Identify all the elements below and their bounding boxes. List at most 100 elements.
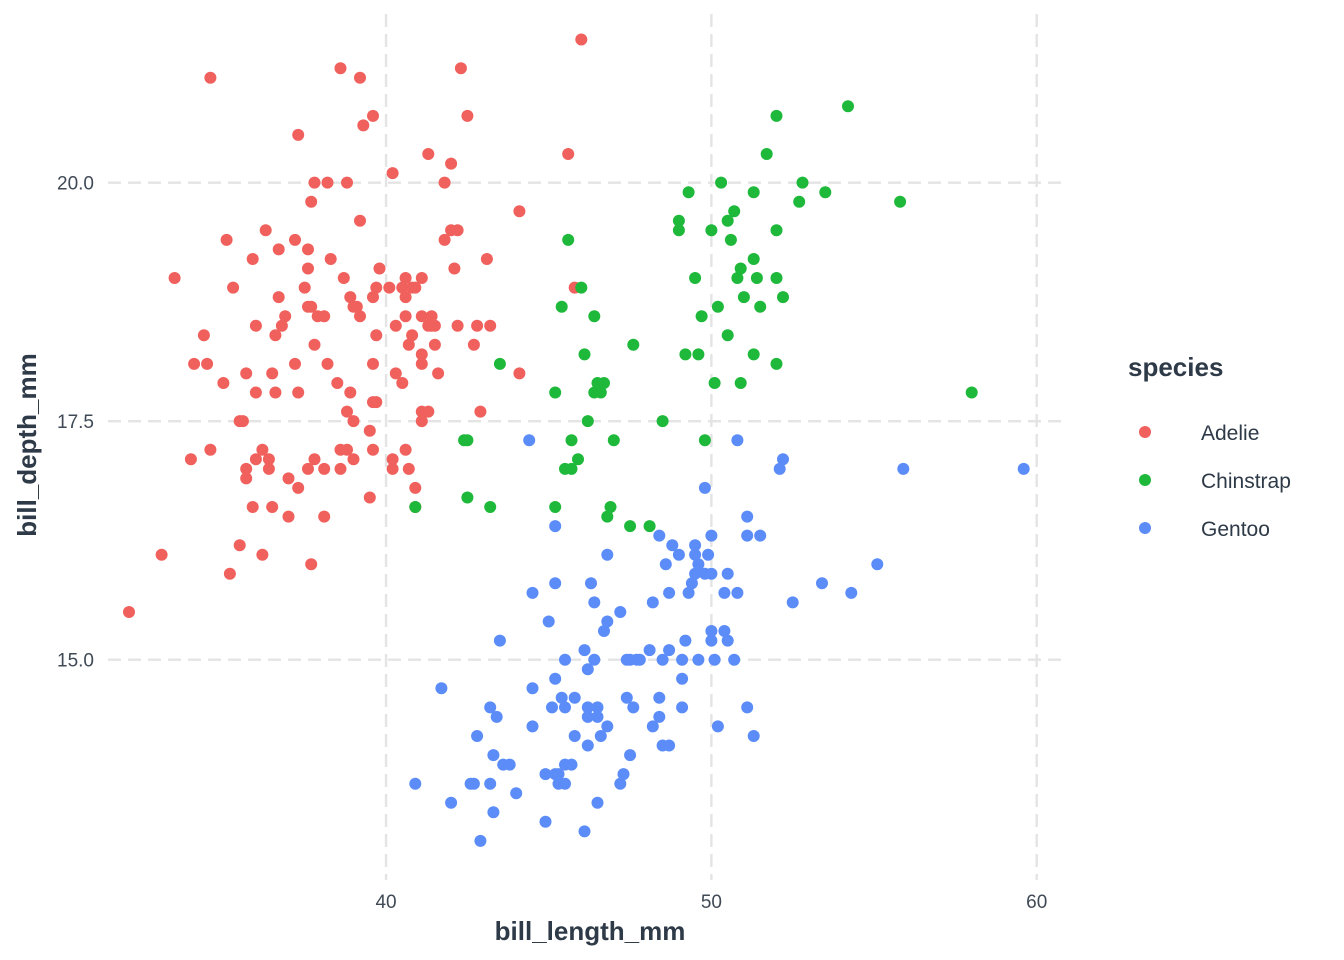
data-point-gentoo xyxy=(702,548,715,561)
data-point-adelie xyxy=(350,300,363,313)
data-point-gentoo xyxy=(445,796,458,809)
data-point-adelie xyxy=(344,291,357,304)
data-point-adelie xyxy=(347,453,360,466)
legend-item-gentoo: Gentoo xyxy=(1139,518,1270,541)
data-point-gentoo xyxy=(601,720,614,733)
data-point-gentoo xyxy=(559,653,571,666)
data-point-chinstrap xyxy=(565,462,578,475)
data-point-gentoo xyxy=(594,730,607,742)
data-point-adelie xyxy=(399,443,412,456)
data-point-gentoo xyxy=(484,701,497,714)
data-point-adelie xyxy=(363,491,376,504)
data-point-gentoo xyxy=(663,644,676,657)
data-point-chinstrap xyxy=(754,300,767,313)
data-point-adelie xyxy=(233,539,246,552)
data-point-adelie xyxy=(318,510,331,523)
y-tick-label: 17.5 xyxy=(57,412,94,433)
data-point-chinstrap xyxy=(692,348,705,361)
data-point-adelie xyxy=(373,262,386,275)
data-point-gentoo xyxy=(624,749,637,762)
data-point-gentoo xyxy=(708,653,721,666)
data-point-gentoo xyxy=(747,730,760,742)
data-point-gentoo xyxy=(816,577,828,590)
data-point-adelie xyxy=(266,367,279,380)
data-point-chinstrap xyxy=(578,348,591,361)
data-point-chinstrap xyxy=(575,281,588,294)
data-point-chinstrap xyxy=(604,501,617,513)
data-point-adelie xyxy=(409,481,422,494)
data-point-gentoo xyxy=(871,558,884,571)
data-point-gentoo xyxy=(542,615,555,628)
data-point-gentoo xyxy=(591,701,604,714)
data-point-chinstrap xyxy=(627,338,640,351)
data-point-adelie xyxy=(275,319,288,332)
data-point-adelie xyxy=(428,338,441,351)
data-point-gentoo xyxy=(559,701,571,714)
data-point-gentoo xyxy=(676,653,689,666)
data-point-chinstrap xyxy=(728,205,741,218)
data-point-adelie xyxy=(438,176,451,189)
data-point-gentoo xyxy=(591,796,604,809)
data-point-gentoo xyxy=(685,577,698,590)
legend-key xyxy=(1139,426,1151,438)
data-point-chinstrap xyxy=(607,434,620,447)
data-point-adelie xyxy=(354,310,366,323)
data-point-adelie xyxy=(383,281,396,294)
data-point-gentoo xyxy=(409,777,422,790)
data-point-adelie xyxy=(236,415,249,428)
data-point-adelie xyxy=(396,377,409,389)
data-point-adelie xyxy=(331,377,344,389)
data-point-gentoo xyxy=(653,691,666,704)
data-point-adelie xyxy=(344,386,357,399)
data-point-gentoo xyxy=(692,558,705,571)
data-point-adelie xyxy=(448,262,461,275)
data-point-adelie xyxy=(354,71,366,84)
data-point-adelie xyxy=(363,424,376,437)
data-point-adelie xyxy=(217,377,230,389)
data-point-chinstrap xyxy=(721,329,734,342)
data-point-adelie xyxy=(155,548,168,561)
data-point-chinstrap xyxy=(705,224,718,237)
data-point-adelie xyxy=(347,415,360,428)
data-point-adelie xyxy=(461,109,474,122)
data-point-adelie xyxy=(415,348,428,361)
legend-key xyxy=(1139,522,1151,534)
data-point-gentoo xyxy=(786,596,799,609)
data-point-gentoo xyxy=(568,691,581,704)
gridlines xyxy=(108,14,1066,880)
data-point-adelie xyxy=(415,415,428,428)
legend-key xyxy=(1139,474,1151,486)
data-point-gentoo xyxy=(568,730,581,742)
data-point-adelie xyxy=(289,357,301,370)
data-point-adelie xyxy=(422,405,435,418)
data-point-adelie xyxy=(432,367,445,380)
data-point-adelie xyxy=(513,205,526,218)
data-point-adelie xyxy=(445,157,458,170)
data-point-gentoo xyxy=(552,768,565,781)
data-point-chinstrap xyxy=(565,434,578,447)
data-point-gentoo xyxy=(698,481,711,494)
data-point-adelie xyxy=(454,62,467,75)
data-point-chinstrap xyxy=(760,148,773,160)
data-point-chinstrap xyxy=(734,377,747,389)
data-point-chinstrap xyxy=(777,291,789,304)
data-point-gentoo xyxy=(718,586,731,599)
data-point-adelie xyxy=(262,462,275,475)
data-point-gentoo xyxy=(676,701,689,714)
data-point-adelie xyxy=(341,405,353,418)
legend-item-adelie: Adelie xyxy=(1139,422,1259,445)
data-point-adelie xyxy=(389,367,402,380)
x-axis-title: bill_length_mm xyxy=(495,916,686,946)
data-point-chinstrap xyxy=(484,501,497,513)
data-point-gentoo xyxy=(578,825,591,838)
x-tick-label: 40 xyxy=(375,892,396,913)
data-point-chinstrap xyxy=(819,186,832,199)
data-point-adelie xyxy=(305,300,318,313)
data-point-gentoo xyxy=(663,586,676,599)
data-point-chinstrap xyxy=(679,348,692,361)
data-point-adelie xyxy=(318,462,331,475)
data-point-adelie xyxy=(370,329,383,342)
data-point-gentoo xyxy=(601,548,614,561)
data-point-adelie xyxy=(402,462,415,475)
data-point-adelie xyxy=(259,224,272,237)
